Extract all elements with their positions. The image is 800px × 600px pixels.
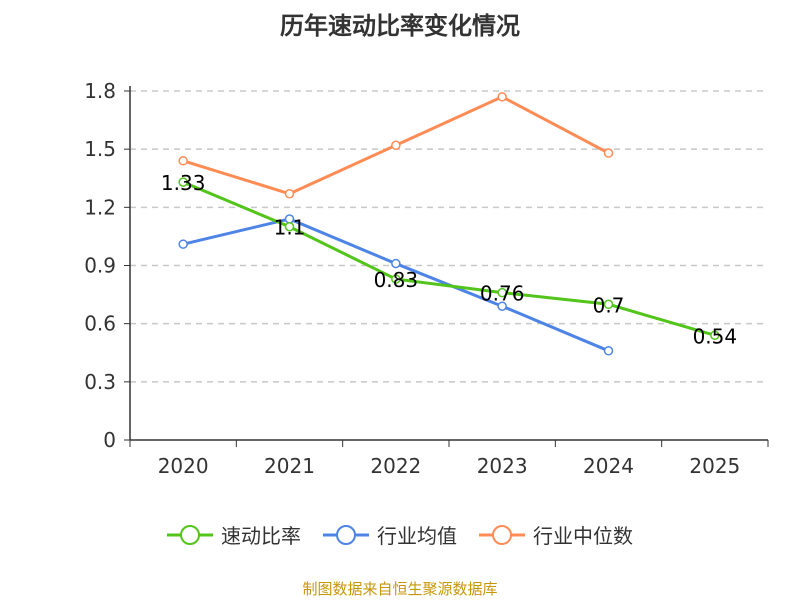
y-tick-label: 0.3 <box>84 370 116 394</box>
y-tick-label: 0 <box>103 428 116 452</box>
source-note: 制图数据来自恒生聚源数据库 <box>302 580 498 598</box>
data-label: 0.54 <box>693 324 738 348</box>
data-point <box>710 330 720 341</box>
y-tick-label: 1.2 <box>84 195 116 219</box>
legend: 速动比率 行业均值 行业中位数 <box>0 520 800 549</box>
data-label: 0.7 <box>593 293 625 317</box>
chart-title: 历年速动比率变化情况 <box>280 12 520 40</box>
data-point <box>391 274 401 284</box>
data-point <box>497 301 507 311</box>
x-tick-label: 2022 <box>370 454 421 478</box>
data-point <box>391 258 401 269</box>
legend-item-industry-median[interactable]: 行业中位数 <box>479 520 633 549</box>
x-tick-label: 2025 <box>689 454 740 478</box>
y-tick-label: 0.6 <box>84 312 116 336</box>
data-label: 0.83 <box>374 268 419 292</box>
x-tick-label: 2020 <box>158 454 209 478</box>
data-point <box>391 140 401 151</box>
y-tick-label: 1.8 <box>84 79 116 103</box>
data-point <box>178 177 188 187</box>
legend-label: 行业中位数 <box>533 524 633 548</box>
data-point <box>603 299 614 310</box>
data-point <box>284 221 295 232</box>
data-label: 0.76 <box>480 282 525 306</box>
legend-label: 行业均值 <box>377 524 457 548</box>
data-point <box>178 156 188 166</box>
legend-item-industry-mean[interactable]: 行业均值 <box>323 520 457 549</box>
legend-marker-icon <box>167 524 213 545</box>
data-point <box>497 92 507 102</box>
x-tick-label: 2023 <box>477 454 528 478</box>
data-point <box>497 287 507 298</box>
data-point <box>603 346 614 356</box>
series-line-0 <box>182 180 716 337</box>
legend-marker-icon <box>479 524 525 545</box>
y-tick-label: 1.5 <box>84 137 116 161</box>
data-label: 1.1 <box>274 216 306 240</box>
data-point <box>603 148 614 158</box>
y-tick-label: 0.9 <box>84 254 116 278</box>
legend-item-quick-ratio[interactable]: 速动比率 <box>167 520 301 549</box>
data-point <box>178 239 188 249</box>
data-point <box>284 189 295 199</box>
legend-marker-icon <box>323 524 369 545</box>
x-tick-label: 2021 <box>264 454 315 478</box>
x-tick-label: 2024 <box>583 454 634 478</box>
data-label: 1.33 <box>161 171 206 195</box>
legend-label: 速动比率 <box>221 524 301 548</box>
